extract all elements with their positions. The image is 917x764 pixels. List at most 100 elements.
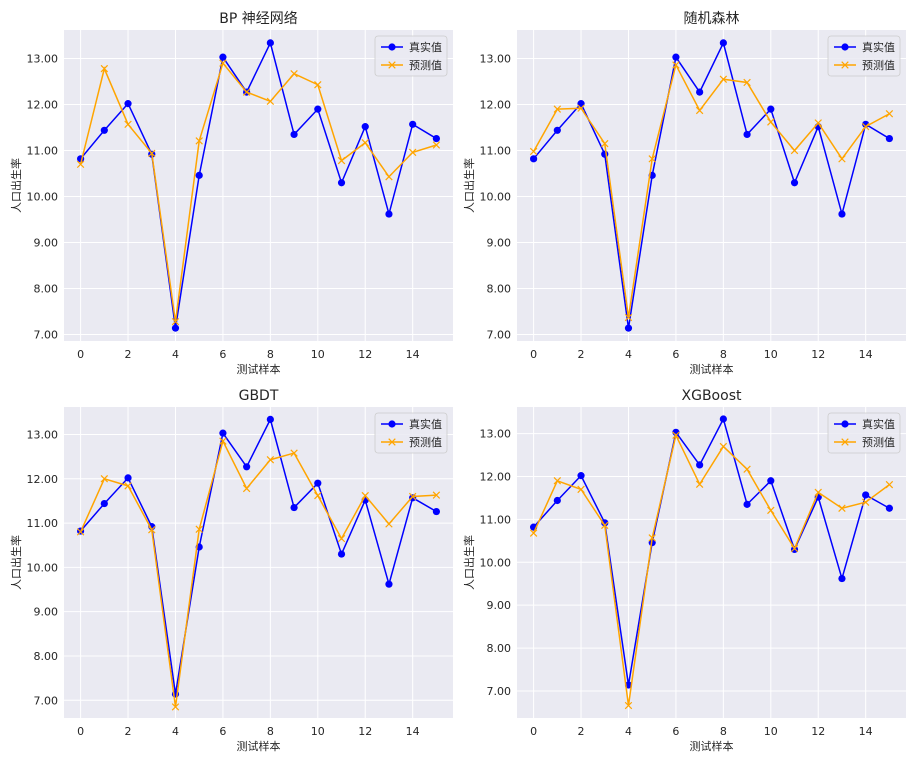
actual-series-line (533, 416, 890, 686)
predicted-point (767, 506, 775, 515)
y-tick-label: 11.00 (27, 145, 59, 158)
predicted-point (719, 75, 728, 83)
y-tick-label: 11.00 (27, 517, 59, 530)
x-tick-label: 12 (358, 348, 372, 361)
predicted-point (790, 146, 799, 155)
predicted-series-line (532, 433, 890, 706)
actual-point (530, 155, 538, 163)
predicted-point (553, 105, 562, 113)
predicted-point (814, 488, 822, 497)
x-tick-label: 12 (811, 725, 825, 738)
y-tick-label: 7.00 (487, 685, 512, 698)
x-axis-label: 测试样本 (237, 739, 281, 753)
x-tick-label: 8 (267, 348, 274, 361)
y-tick-label: 9.00 (487, 237, 512, 250)
y-tick-label: 9.00 (34, 237, 59, 250)
predicted-point (266, 455, 275, 464)
y-tick-label: 12.00 (480, 470, 512, 483)
predicted-point (148, 149, 156, 158)
legend-marker-circle (841, 43, 849, 51)
predicted-point (148, 525, 156, 534)
x-tick-label: 6 (672, 348, 679, 361)
x-tick-label: 8 (267, 725, 274, 738)
predicted-point (838, 155, 846, 163)
x-tick-label: 0 (530, 348, 537, 361)
actual-point (314, 479, 322, 487)
predicted-point (290, 69, 298, 78)
y-tick-label: 7.00 (34, 329, 59, 342)
legend-marker-x (388, 61, 396, 69)
y-tick-label: 12.00 (27, 473, 59, 486)
actual-point (719, 415, 727, 423)
actual-point (337, 550, 346, 558)
predicted-point (171, 317, 180, 326)
actual-point (385, 580, 393, 588)
actual-series-line (80, 40, 437, 329)
predicted-point (100, 475, 109, 483)
chart-panel: 0 2 4 6 8 10 12 14 7.00 8.00 9.00 10.00 11.00 12.00 13… (462, 388, 906, 753)
legend-label: 真实值 (409, 40, 442, 54)
predicted-point (719, 442, 728, 451)
y-axis-label: 人口出生率 (9, 535, 23, 590)
legend-marker-x (841, 61, 849, 69)
predicted-point (337, 156, 346, 165)
x-tick-label: 0 (77, 348, 84, 361)
y-tick-label: 8.00 (34, 650, 59, 663)
plot-area (517, 30, 906, 341)
actual-point (696, 88, 704, 96)
actual-point (696, 461, 704, 469)
actual-point (219, 429, 227, 437)
actual-point (432, 134, 440, 143)
chart-panel: 0 2 4 6 8 10 12 14 7.00 8.00 9.00 10.00 11.00 12.00 13… (462, 11, 906, 376)
actual-point (601, 519, 609, 527)
chart-panel: 0 2 4 6 8 10 12 14 7.00 8.00 9.00 10.00 11.00 12.00 13… (9, 388, 453, 753)
predicted-point (385, 173, 393, 181)
actual-point (100, 499, 108, 508)
legend-label: 预测值 (409, 436, 442, 449)
predicted-point (124, 120, 132, 129)
x-tick-label: 12 (358, 725, 372, 738)
legend-marker-x (388, 438, 396, 446)
chart-title: BP 神经网络 (219, 11, 298, 27)
actual-point (790, 179, 799, 187)
actual-point (314, 105, 322, 113)
y-tick-label: 13.00 (480, 428, 512, 441)
x-tick-label: 10 (311, 725, 325, 738)
y-tick-label: 11.00 (480, 513, 512, 526)
actual-point (290, 503, 298, 512)
predicted-point (124, 482, 132, 490)
y-tick-label: 13.00 (27, 428, 59, 441)
predicted-point (648, 534, 656, 542)
y-tick-label: 12.00 (480, 99, 512, 112)
predicted-point (408, 492, 417, 501)
x-axis-label: 测试样本 (237, 362, 281, 376)
x-tick-label: 14 (859, 348, 873, 361)
predicted-point (767, 118, 775, 126)
x-tick-label: 6 (219, 348, 226, 361)
legend-marker-circle (388, 420, 396, 428)
actual-point (743, 500, 751, 508)
predicted-point (361, 138, 369, 147)
predicted-point (337, 534, 346, 543)
x-tick-label: 0 (77, 725, 84, 738)
actual-point (385, 210, 393, 218)
x-tick-label: 2 (578, 725, 585, 738)
legend-marker-x (841, 438, 849, 446)
y-axis-label: 人口出生率 (462, 158, 476, 213)
predicted-point (266, 97, 275, 106)
predicted-point (861, 122, 870, 131)
x-tick-label: 4 (172, 348, 179, 361)
legend-label: 预测值 (409, 59, 442, 72)
predicted-point (743, 465, 751, 473)
x-axis-label: 测试样本 (690, 362, 734, 376)
predicted-point (672, 61, 680, 69)
legend-label: 真实值 (862, 417, 895, 431)
predicted-point (885, 110, 894, 118)
x-tick-label: 10 (764, 348, 778, 361)
x-tick-label: 14 (406, 725, 420, 738)
legend-label: 预测值 (862, 436, 895, 449)
predicted-point (314, 491, 322, 500)
y-tick-label: 8.00 (34, 283, 59, 296)
predicted-series-line (79, 439, 437, 708)
